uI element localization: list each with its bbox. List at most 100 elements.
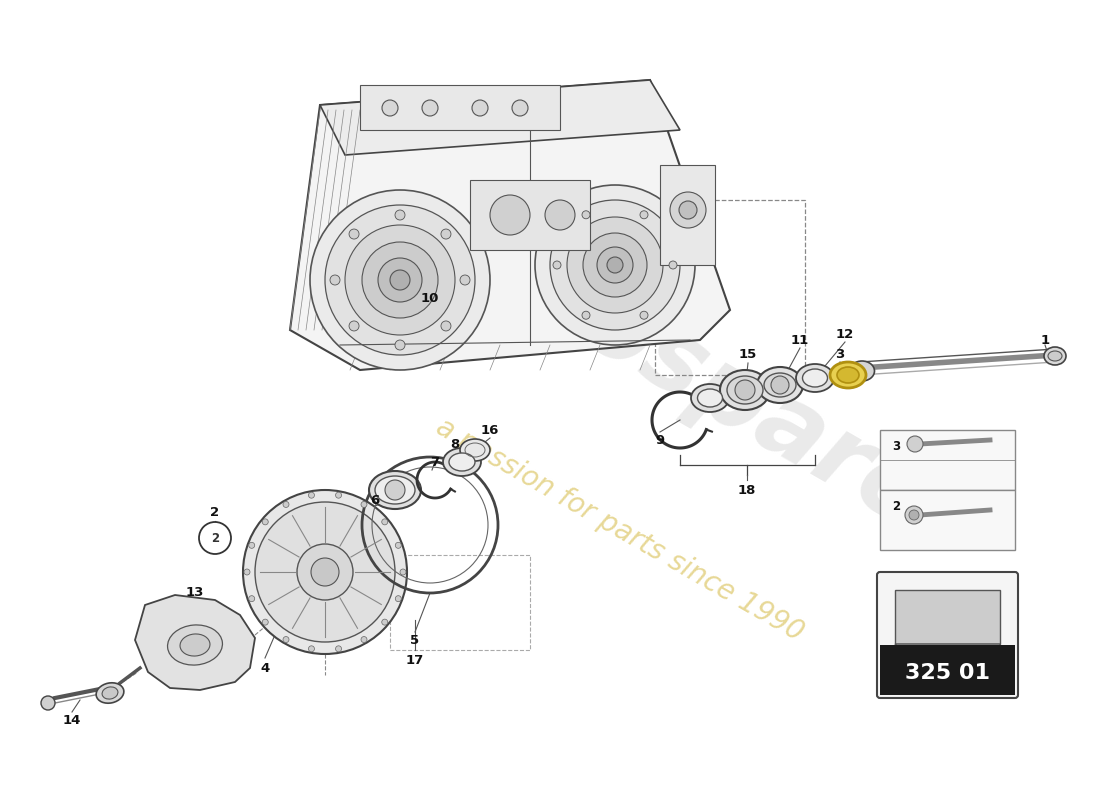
Circle shape [243, 490, 407, 654]
Circle shape [336, 492, 341, 498]
Text: 7: 7 [430, 457, 440, 470]
Ellipse shape [830, 362, 866, 388]
Circle shape [582, 210, 590, 218]
Circle shape [349, 321, 359, 331]
Circle shape [324, 205, 475, 355]
Circle shape [362, 242, 438, 318]
Circle shape [395, 340, 405, 350]
Circle shape [640, 311, 648, 319]
Ellipse shape [460, 439, 490, 461]
Circle shape [909, 510, 918, 520]
Text: 6: 6 [371, 494, 380, 506]
Text: 5: 5 [410, 634, 419, 646]
Circle shape [385, 480, 405, 500]
Circle shape [422, 100, 438, 116]
Circle shape [512, 100, 528, 116]
Circle shape [669, 261, 676, 269]
Circle shape [310, 190, 490, 370]
Circle shape [283, 502, 289, 507]
Text: 18: 18 [738, 483, 756, 497]
Polygon shape [135, 595, 255, 690]
Circle shape [583, 233, 647, 297]
Circle shape [378, 258, 422, 302]
FancyBboxPatch shape [877, 572, 1018, 698]
Circle shape [544, 200, 575, 230]
Circle shape [297, 544, 353, 600]
Circle shape [490, 195, 530, 235]
Ellipse shape [803, 369, 827, 387]
Ellipse shape [697, 389, 723, 407]
Circle shape [441, 321, 451, 331]
Circle shape [670, 192, 706, 228]
Bar [895, 590, 1000, 644]
Ellipse shape [1048, 351, 1062, 361]
Circle shape [441, 229, 451, 239]
Circle shape [308, 646, 315, 652]
Text: 3: 3 [835, 349, 845, 362]
Bar [880, 430, 1015, 490]
Circle shape [679, 201, 697, 219]
Ellipse shape [96, 682, 124, 703]
Text: 325 01: 325 01 [905, 663, 990, 683]
Circle shape [607, 257, 623, 273]
Text: 4: 4 [261, 662, 270, 674]
Circle shape [535, 185, 695, 345]
Ellipse shape [764, 373, 796, 397]
Circle shape [553, 261, 561, 269]
Text: 9: 9 [656, 434, 664, 446]
Circle shape [735, 380, 755, 400]
Text: 2: 2 [892, 501, 900, 514]
Circle shape [597, 247, 632, 283]
Bar [660, 165, 715, 265]
Ellipse shape [849, 361, 875, 381]
Circle shape [349, 229, 359, 239]
Text: 11: 11 [791, 334, 810, 346]
Bar [470, 180, 590, 250]
Text: 2: 2 [210, 506, 220, 518]
Text: 2: 2 [211, 531, 219, 545]
Text: 13: 13 [186, 586, 205, 598]
Circle shape [262, 519, 268, 525]
Circle shape [255, 502, 395, 642]
Text: 12: 12 [836, 329, 854, 342]
Text: 8: 8 [450, 438, 460, 451]
Ellipse shape [368, 471, 421, 509]
Circle shape [395, 210, 405, 220]
Text: 1: 1 [1041, 334, 1049, 346]
Ellipse shape [691, 384, 729, 412]
Circle shape [244, 569, 250, 575]
Circle shape [361, 502, 367, 507]
Ellipse shape [727, 376, 763, 404]
Bar [654, 200, 805, 375]
Ellipse shape [1044, 347, 1066, 365]
Circle shape [908, 436, 923, 452]
Ellipse shape [167, 625, 222, 665]
Text: 17: 17 [406, 654, 425, 666]
Circle shape [460, 275, 470, 285]
Circle shape [390, 270, 410, 290]
Text: a passion for parts since 1990: a passion for parts since 1990 [431, 413, 808, 647]
Polygon shape [290, 80, 730, 370]
Circle shape [771, 376, 789, 394]
Text: 15: 15 [739, 349, 757, 362]
Text: 3: 3 [892, 441, 900, 454]
Circle shape [640, 210, 648, 218]
Circle shape [472, 100, 488, 116]
Circle shape [400, 569, 406, 575]
Bar [880, 645, 1015, 695]
Bar [390, 555, 530, 650]
Circle shape [582, 311, 590, 319]
Text: 16: 16 [481, 423, 499, 437]
Circle shape [330, 275, 340, 285]
Circle shape [41, 696, 55, 710]
Ellipse shape [180, 634, 210, 656]
Bar [880, 490, 1015, 550]
Circle shape [283, 637, 289, 642]
Circle shape [550, 200, 680, 330]
Circle shape [336, 646, 341, 652]
Circle shape [566, 217, 663, 313]
Ellipse shape [757, 367, 803, 403]
Circle shape [395, 542, 402, 548]
Circle shape [382, 519, 388, 525]
Ellipse shape [796, 364, 834, 392]
